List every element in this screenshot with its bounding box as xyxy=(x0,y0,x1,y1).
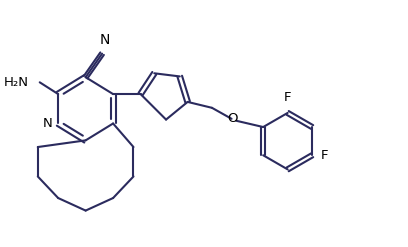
Text: N: N xyxy=(42,117,52,130)
Text: O: O xyxy=(227,111,237,124)
Text: H₂N: H₂N xyxy=(4,76,29,89)
Text: N: N xyxy=(100,33,111,47)
Text: F: F xyxy=(321,149,328,162)
Text: F: F xyxy=(284,91,291,104)
